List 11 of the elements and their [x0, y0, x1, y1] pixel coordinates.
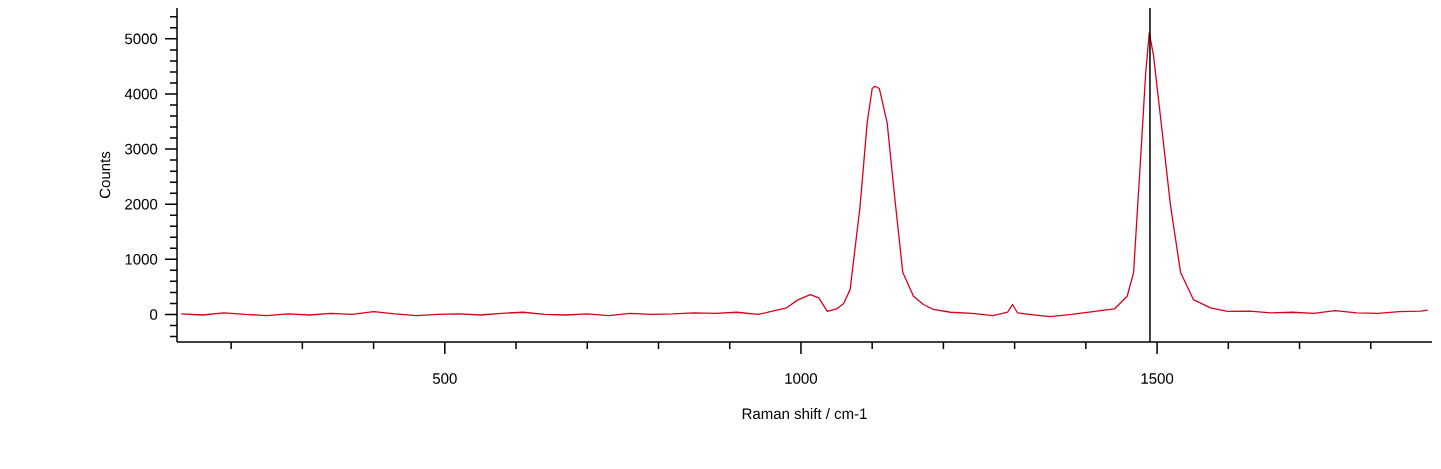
x-tick-label: 1500 — [1141, 373, 1174, 384]
y-tick-label: 4000 — [124, 88, 158, 100]
y-tick-label: 2000 — [125, 198, 158, 210]
y-axis-title: Counts — [99, 151, 111, 198]
x-tick-label: 1000 — [785, 373, 818, 384]
y-tick-label: 5000 — [125, 33, 158, 45]
y-tick-label: 1000 — [125, 254, 158, 265]
y-tick-label: 0 — [150, 309, 158, 320]
x-tick-label: 500 — [432, 373, 457, 384]
x-axis-title: Raman shift / cm-1 — [742, 408, 867, 420]
y-tick-label: 3000 — [125, 143, 158, 155]
